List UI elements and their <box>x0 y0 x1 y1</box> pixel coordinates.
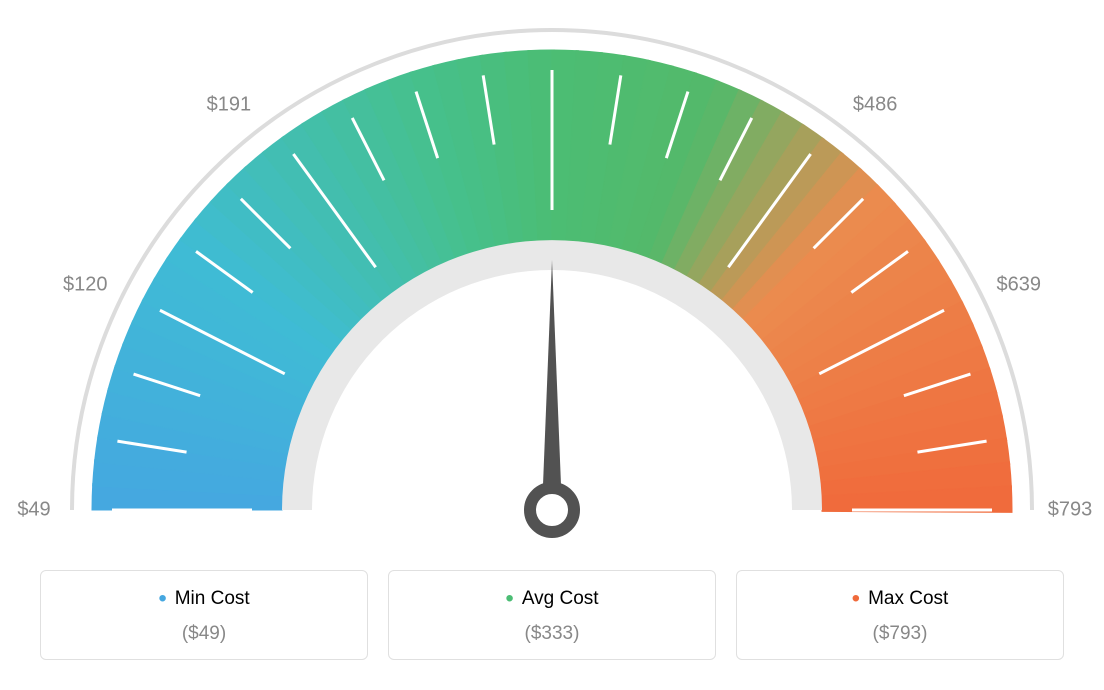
scale-label: $793 <box>1048 499 1093 522</box>
gauge-svg <box>0 0 1104 560</box>
legend-min: Min Cost ($49) <box>40 570 368 660</box>
scale-label: $191 <box>207 94 252 117</box>
legend-avg: Avg Cost ($333) <box>388 570 716 660</box>
legend-min-label: Min Cost <box>41 585 367 613</box>
gauge-needle <box>542 260 562 510</box>
scale-label: $486 <box>853 94 898 117</box>
legend-max: Max Cost ($793) <box>736 570 1064 660</box>
gauge-chart: $49 $120 $191 $333 $486 $639 $793 <box>0 0 1104 560</box>
legend: Min Cost ($49) Avg Cost ($333) Max Cost … <box>40 570 1064 660</box>
gauge-needle-hub <box>530 488 574 532</box>
legend-min-value: ($49) <box>41 623 367 645</box>
scale-label: $49 <box>17 499 50 522</box>
scale-label: $333 <box>530 0 575 4</box>
legend-max-label: Max Cost <box>737 585 1063 613</box>
legend-avg-value: ($333) <box>389 623 715 645</box>
scale-label: $120 <box>63 274 108 297</box>
legend-max-value: ($793) <box>737 623 1063 645</box>
scale-label: $639 <box>997 274 1042 297</box>
legend-avg-label: Avg Cost <box>389 585 715 613</box>
